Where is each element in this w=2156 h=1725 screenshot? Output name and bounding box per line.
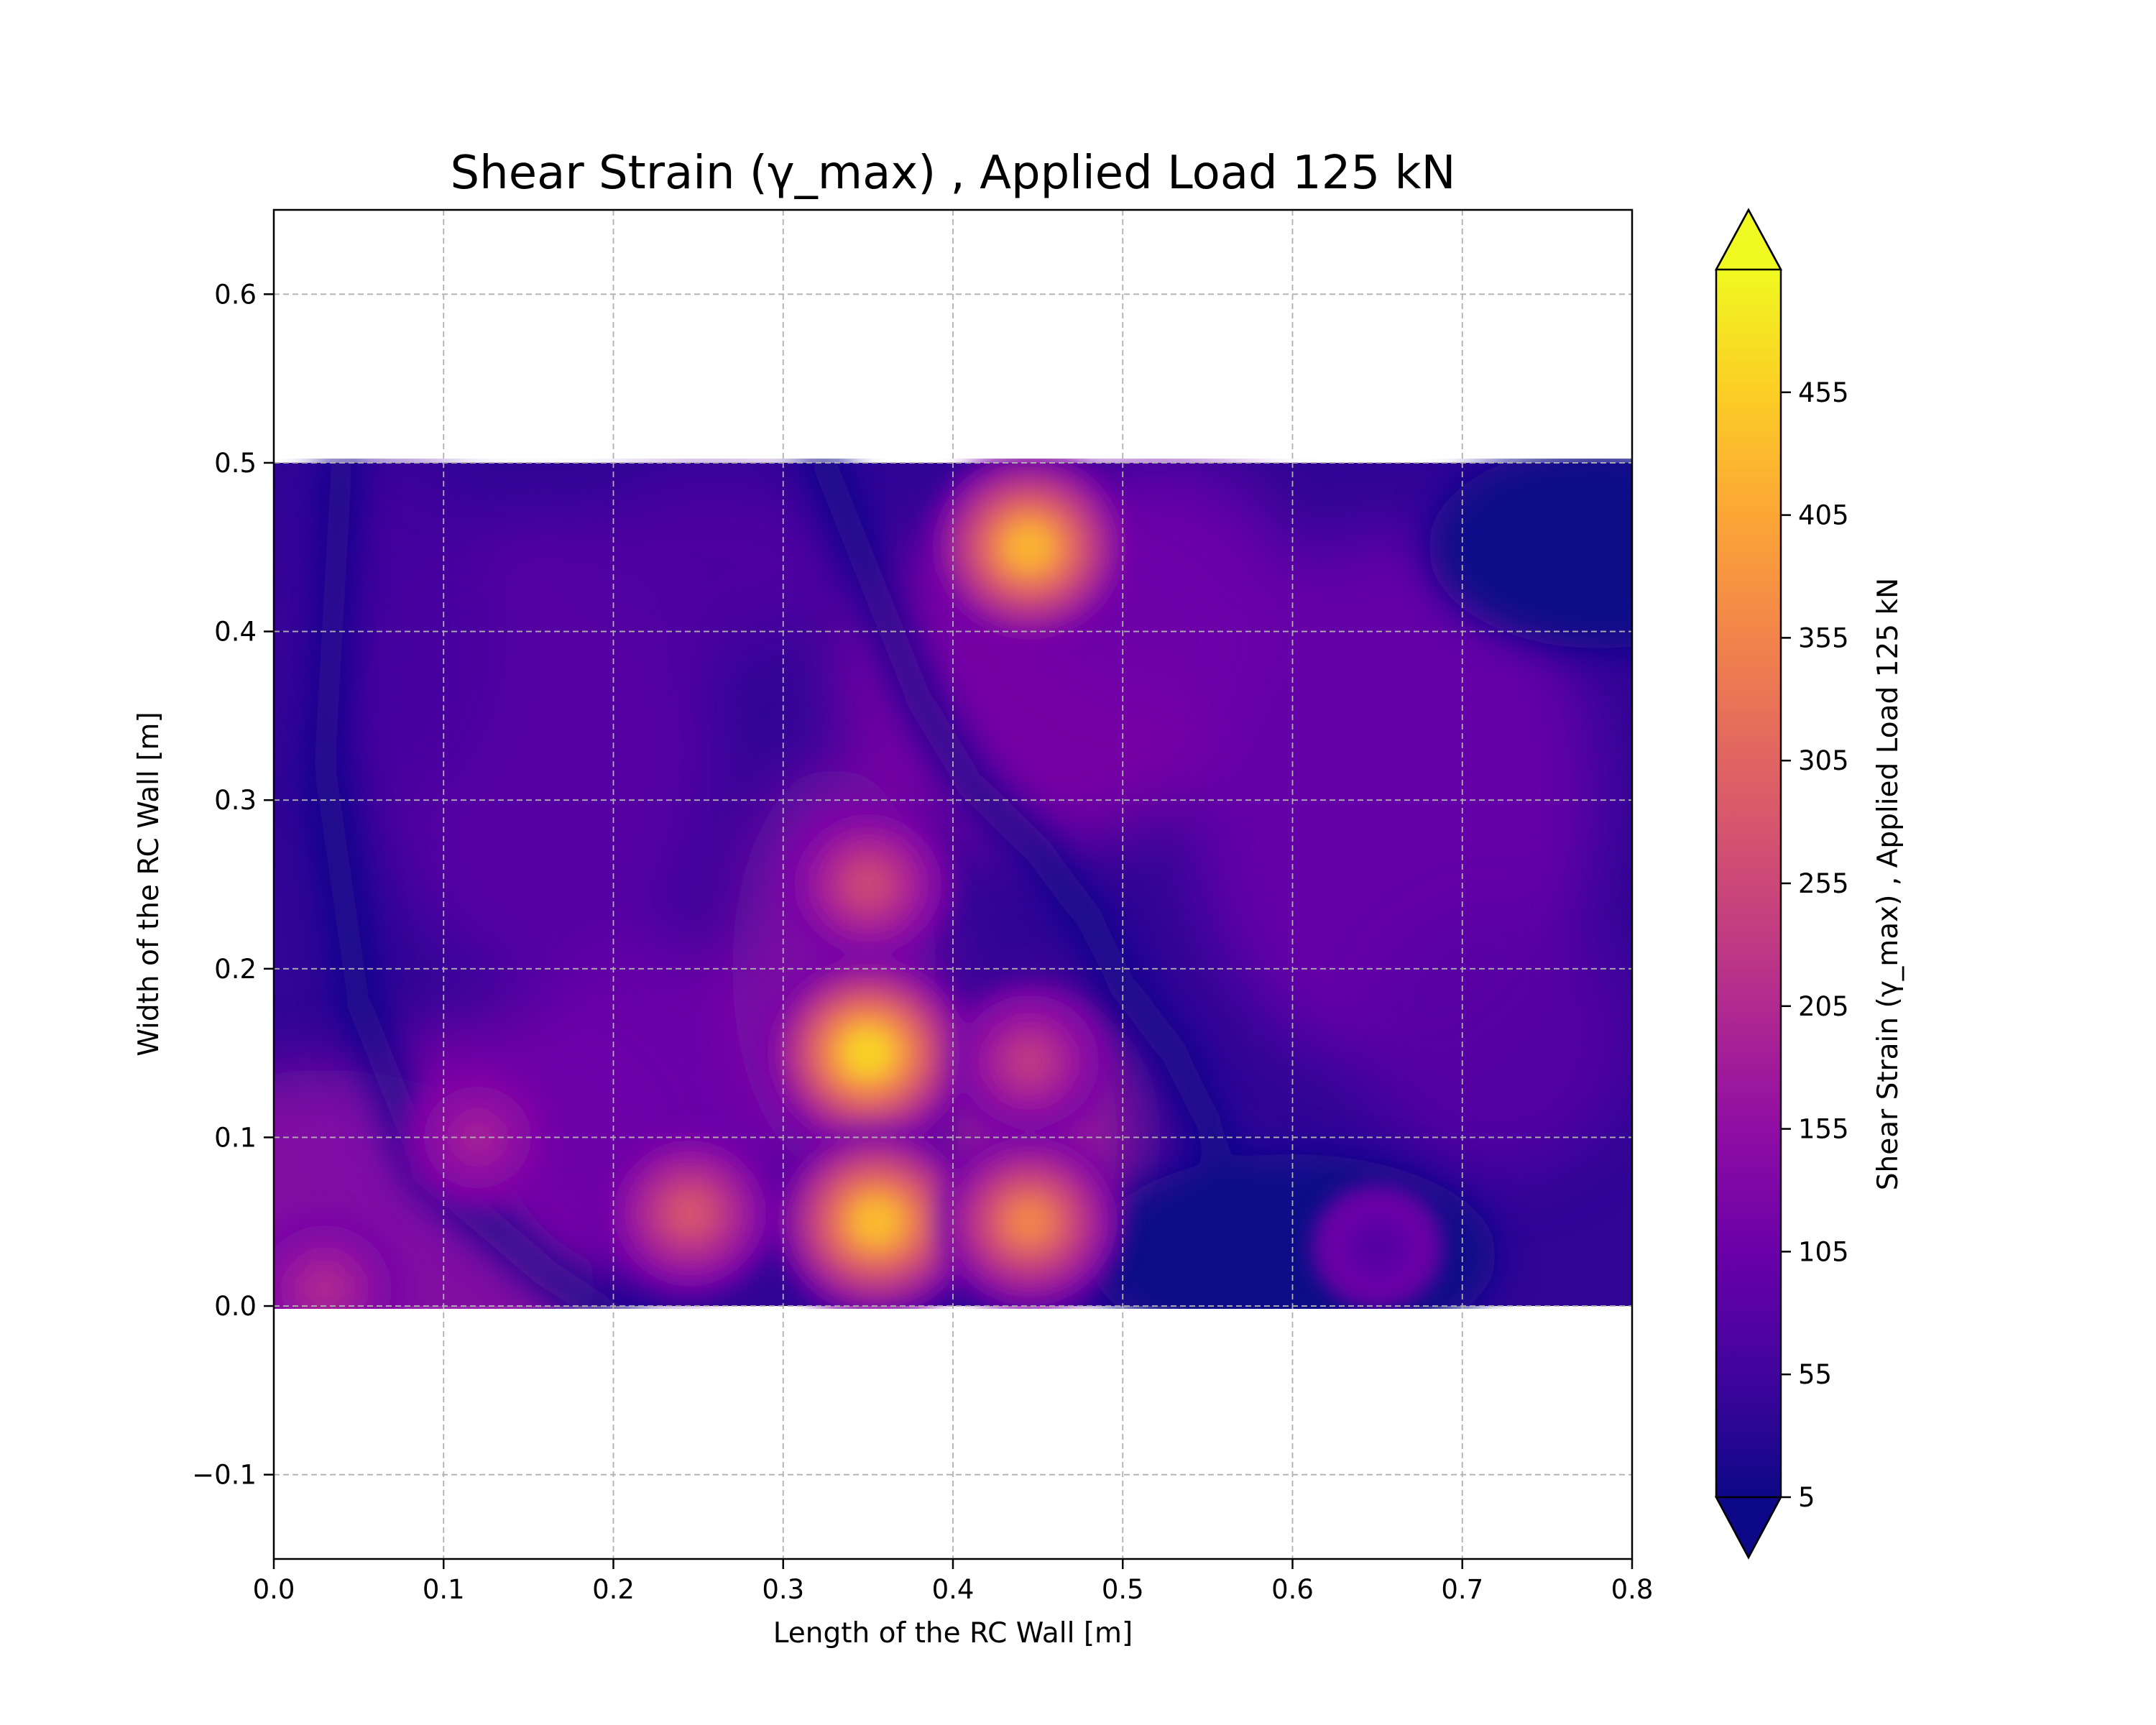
y-tick-label: 0.4 xyxy=(214,617,257,648)
band-segment xyxy=(309,459,628,1309)
colorbar-tick-label: 105 xyxy=(1798,1236,1849,1267)
y-tick-label: 0.2 xyxy=(214,954,257,985)
hotspot xyxy=(946,983,1112,1140)
x-tick-label: 0.7 xyxy=(1441,1574,1483,1605)
colorbar-extend-min xyxy=(1714,1496,1783,1560)
hotspot xyxy=(926,459,1133,646)
colorbar-tick-label: 55 xyxy=(1798,1359,1832,1390)
hotspot xyxy=(783,803,954,966)
hotspot xyxy=(772,1122,981,1309)
colorbar-label: Shear Strain (γ_max) , Applied Load 125 … xyxy=(1872,578,1904,1190)
colorbar-gradient xyxy=(1716,270,1781,1497)
strain-region xyxy=(1360,901,1632,1172)
colorbar-tick-label: 255 xyxy=(1798,868,1849,899)
hotspots xyxy=(274,459,1444,1309)
y-tick-label: −0.1 xyxy=(192,1460,257,1491)
x-tick-label: 0.6 xyxy=(1271,1574,1314,1605)
colorbar-tick-label: 455 xyxy=(1798,377,1849,408)
hotspot xyxy=(274,1213,404,1309)
colorbar-tick-label: 205 xyxy=(1798,991,1849,1022)
y-tick-label: 0.3 xyxy=(214,785,257,816)
colorbar-tick-label: 355 xyxy=(1798,622,1849,653)
hotspot xyxy=(400,1063,556,1212)
hotspot xyxy=(602,1130,778,1297)
y-tick-label: 0.6 xyxy=(214,279,257,310)
band-segment xyxy=(806,459,1274,1288)
x-tick-label: 0.5 xyxy=(1102,1574,1144,1605)
colorbar-tick-label: 405 xyxy=(1798,500,1849,531)
x-axis-label: Length of the RC Wall [m] xyxy=(773,1617,1133,1650)
y-axis-ticks: −0.1 0.0 0.1 0.2 0.3 0.4 0.5 0.6 xyxy=(192,279,274,1491)
hotspot xyxy=(760,950,976,1156)
colorbar-tick-label: 155 xyxy=(1798,1114,1849,1145)
colorbar-extend-max xyxy=(1714,208,1783,271)
hotspot xyxy=(1311,1184,1444,1309)
x-tick-label: 0.2 xyxy=(592,1574,635,1605)
colorbar-tick-label: 305 xyxy=(1798,745,1849,776)
band-segment xyxy=(1428,459,1632,648)
y-tick-label: 0.1 xyxy=(214,1122,257,1153)
x-tick-label: 0.1 xyxy=(423,1574,465,1605)
strain-heatmap xyxy=(274,459,1632,1309)
y-axis-label: Width of the RC Wall [m] xyxy=(133,712,165,1056)
chart-title: Shear Strain (γ_max) , Applied Load 125 … xyxy=(451,147,1456,200)
strain-region xyxy=(579,479,852,649)
x-tick-label: 0.4 xyxy=(932,1574,975,1605)
y-tick-label: 0.5 xyxy=(214,448,257,479)
colorbar-tick-label: 5 xyxy=(1798,1482,1815,1513)
hotspot xyxy=(933,1130,1125,1309)
x-tick-label: 0.8 xyxy=(1611,1574,1654,1605)
x-axis-ticks: 0.0 0.1 0.2 0.3 0.4 0.5 0.6 0.7 0.8 xyxy=(253,1559,1654,1605)
x-tick-label: 0.3 xyxy=(762,1574,804,1605)
x-tick-label: 0.0 xyxy=(253,1574,295,1605)
y-tick-label: 0.0 xyxy=(214,1291,257,1322)
colorbar-outline xyxy=(1715,208,1782,1560)
